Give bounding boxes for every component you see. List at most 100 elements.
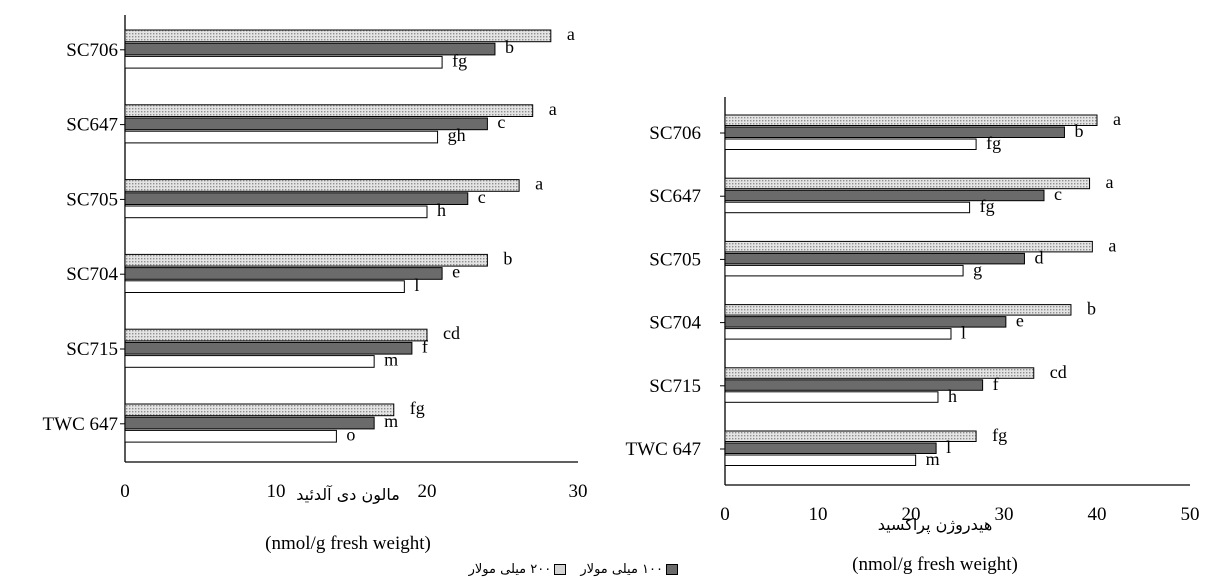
right-bar-letter: fg [986, 133, 1001, 153]
left-category-label: SC704 [66, 264, 118, 285]
legend-item-200mm: ۲۰۰ میلی مولار [469, 562, 567, 577]
right-bar-0mm [724, 138, 977, 150]
legend: ۱۰۰ میلی مولار ۲۰۰ میلی مولار [258, 562, 678, 581]
right-x-axis-unit: (nmol/g fresh weight) [852, 554, 1018, 575]
left-bar-100mm [124, 341, 413, 355]
right-bar-letter: b [1074, 121, 1083, 141]
right-bar-letter: a [1113, 109, 1121, 129]
right-bar-0mm [724, 391, 939, 403]
left-bar-200mm [124, 29, 552, 43]
right-category-label: SC705 [649, 249, 701, 270]
left-bar-letter: c [478, 187, 486, 207]
left-bar-letter: a [535, 174, 543, 194]
right-bar-100mm [724, 252, 1025, 265]
left-x-tick-label: 20 [418, 481, 437, 502]
left-bar-200mm [124, 253, 488, 267]
left-bar-100mm [124, 117, 488, 131]
left-bar-100mm [124, 42, 496, 56]
left-bar-200mm [124, 104, 534, 118]
left-x-tick-label: 10 [267, 481, 286, 502]
right-category-label: SC715 [649, 376, 701, 397]
left-bar-letter: a [549, 99, 557, 119]
right-bar-letter: b [1087, 299, 1096, 319]
right-category-label: SC647 [649, 186, 701, 207]
legend-swatch-200mm [554, 564, 567, 575]
right-category-label: SC704 [649, 313, 701, 334]
right-bar-100mm [724, 189, 1045, 202]
right-category-label: TWC 647 [626, 439, 701, 460]
right-bar-letter: g [973, 259, 982, 279]
left-x-axis-unit: (nmol/g fresh weight) [265, 533, 431, 554]
right-bar-100mm [724, 126, 1065, 138]
left-bar-100mm [124, 267, 443, 280]
left-bar-letter: m [384, 350, 398, 370]
right-x-tick-label: 50 [1181, 504, 1200, 525]
left-bar-letter: b [503, 248, 512, 268]
left-bar-letter: m [384, 411, 398, 431]
right-bar-200mm [724, 304, 1072, 316]
left-bar-letter: e [452, 262, 460, 282]
right-x-tick-label: 40 [1088, 504, 1107, 525]
left-bar-200mm [124, 328, 428, 342]
right-bar-200mm [724, 430, 977, 442]
right-bar-letter: a [1106, 172, 1114, 192]
left-bar-100mm [124, 416, 375, 430]
left-bar-200mm [124, 403, 395, 417]
legend-item-100mm: ۱۰۰ میلی مولار [580, 562, 678, 577]
left-bar-letter: b [505, 37, 514, 57]
right-bar-letter: m [926, 449, 940, 469]
right-bar-letter: a [1108, 235, 1116, 255]
left-bar-letter: gh [448, 125, 466, 145]
right-bar-letter: l [946, 437, 951, 457]
chart-hydrogen-peroxide: SC706 a b fg SC647 a c fg SC705 a d g SC704 b e l SC715 c… [626, 97, 1200, 575]
right-bar-0mm [724, 264, 964, 277]
legend-label-100mm: ۱۰۰ میلی مولار [580, 562, 663, 577]
right-bar-letter: l [961, 323, 966, 343]
right-bar-letter: c [1054, 184, 1062, 204]
right-bar-0mm [724, 454, 917, 466]
left-category-label: SC705 [66, 189, 118, 210]
left-bar-0mm [124, 55, 443, 69]
right-x-axis-title: هیدروژن پراکسید [878, 515, 993, 535]
left-category-label: SC715 [66, 339, 118, 360]
left-category-label: SC706 [66, 40, 118, 61]
left-x-tick-label: 30 [569, 481, 588, 502]
right-bar-letter: d [1034, 247, 1043, 267]
right-x-tick-label: 0 [720, 504, 730, 525]
right-bar-letter: fg [980, 196, 995, 216]
right-x-tick-label: 20 [902, 504, 921, 525]
left-bar-200mm [124, 179, 520, 192]
left-bar-letter: o [346, 424, 355, 444]
right-bar-100mm [724, 442, 937, 454]
left-category-label: SC647 [66, 115, 118, 136]
left-bar-letter: c [497, 112, 505, 132]
chart-malondialdehyde: SC706 a b fg SC647 a c gh SC705 a c h SC704 b e l SC715 c… [43, 15, 588, 554]
legend-swatch-100mm [666, 564, 678, 575]
right-bar-letter: e [1016, 311, 1024, 331]
right-bar-0mm [724, 328, 952, 340]
left-bar-0mm [124, 280, 405, 293]
left-bar-letter: a [567, 24, 575, 44]
right-x-tick-label: 10 [809, 504, 828, 525]
left-bar-letter: cd [443, 323, 460, 343]
right-bar-0mm [724, 201, 971, 214]
right-bar-letter: fg [992, 425, 1007, 445]
left-bar-letter: fg [452, 50, 467, 70]
right-bar-200mm [724, 367, 1035, 379]
right-bar-letter: h [948, 386, 957, 406]
left-bar-0mm [124, 429, 337, 443]
left-bar-100mm [124, 192, 469, 206]
left-bar-letter: fg [410, 398, 425, 418]
left-bar-letter: l [414, 275, 419, 295]
right-bar-200mm [724, 114, 1098, 126]
left-bar-letter: h [437, 200, 446, 220]
left-category-label: TWC 647 [43, 414, 118, 435]
left-bar-0mm [124, 130, 439, 144]
left-x-axis-title: مالون دی آلدئید [296, 485, 400, 505]
left-bar-0mm [124, 205, 428, 219]
right-bar-100mm [724, 379, 984, 391]
right-bar-200mm [724, 177, 1091, 190]
right-bar-100mm [724, 316, 1007, 328]
right-bar-letter: f [993, 374, 999, 394]
